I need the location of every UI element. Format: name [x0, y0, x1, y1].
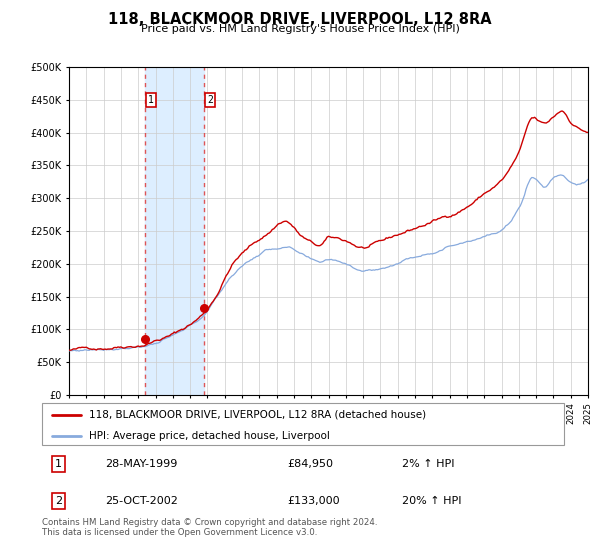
- Text: 25-OCT-2002: 25-OCT-2002: [104, 496, 178, 506]
- Text: HPI: Average price, detached house, Liverpool: HPI: Average price, detached house, Live…: [89, 431, 330, 441]
- Text: 1: 1: [148, 95, 154, 105]
- Text: 2: 2: [55, 496, 62, 506]
- Text: 118, BLACKMOOR DRIVE, LIVERPOOL, L12 8RA: 118, BLACKMOOR DRIVE, LIVERPOOL, L12 8RA: [108, 12, 492, 27]
- Text: 20% ↑ HPI: 20% ↑ HPI: [402, 496, 461, 506]
- Text: 1: 1: [55, 459, 62, 469]
- Text: 2% ↑ HPI: 2% ↑ HPI: [402, 459, 455, 469]
- Text: 2: 2: [207, 95, 213, 105]
- Text: £133,000: £133,000: [287, 496, 340, 506]
- Text: £84,950: £84,950: [287, 459, 334, 469]
- Text: Price paid vs. HM Land Registry's House Price Index (HPI): Price paid vs. HM Land Registry's House …: [140, 24, 460, 34]
- Text: 118, BLACKMOOR DRIVE, LIVERPOOL, L12 8RA (detached house): 118, BLACKMOOR DRIVE, LIVERPOOL, L12 8RA…: [89, 409, 426, 419]
- Text: 28-MAY-1999: 28-MAY-1999: [104, 459, 177, 469]
- Bar: [145, 67, 205, 395]
- Text: Contains HM Land Registry data © Crown copyright and database right 2024.
This d: Contains HM Land Registry data © Crown c…: [42, 518, 377, 538]
